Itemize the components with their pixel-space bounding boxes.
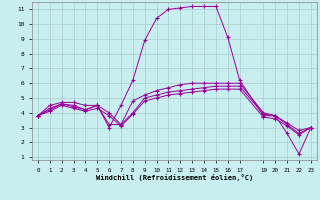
X-axis label: Windchill (Refroidissement éolien,°C): Windchill (Refroidissement éolien,°C): [96, 174, 253, 181]
